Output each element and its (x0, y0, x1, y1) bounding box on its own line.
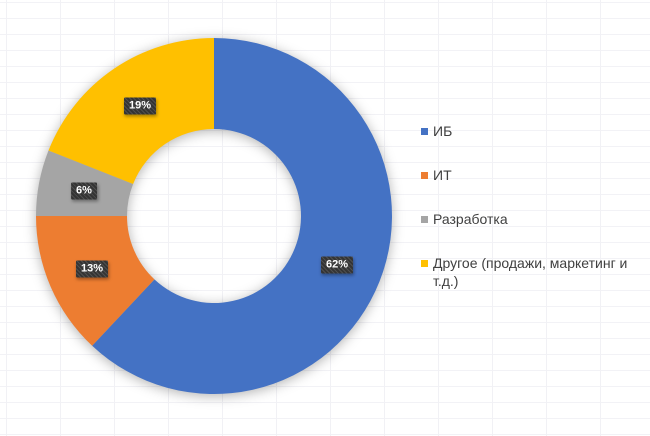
legend-marker-icon (421, 260, 428, 267)
legend-item-1: ИТ (421, 166, 639, 184)
data-label-3: 19% (123, 97, 157, 115)
pie-slice-0 (92, 38, 392, 394)
legend-label: Разработка (433, 211, 508, 227)
legend-item-2: Разработка (421, 210, 639, 228)
legend-label: Другое (продажи, маркетинг и т.д.) (433, 255, 628, 289)
data-label-2: 6% (71, 182, 97, 200)
legend-marker-icon (421, 172, 428, 179)
pie-slice-1 (36, 216, 155, 346)
legend-label: ИБ (433, 123, 453, 139)
donut-slices (36, 38, 392, 394)
legend: ИБ ИТ Разработка Другое (продажи, маркетинг… (421, 122, 639, 290)
legend-item-3: Другое (продажи, маркетинг и т.д.) (421, 254, 639, 290)
legend-marker-icon (421, 216, 428, 223)
data-label-1: 13% (75, 260, 109, 278)
legend-label: ИТ (433, 167, 452, 183)
data-label-0: 62% (320, 256, 354, 274)
legend-marker-icon (421, 128, 428, 135)
legend-item-0: ИБ (421, 122, 639, 140)
